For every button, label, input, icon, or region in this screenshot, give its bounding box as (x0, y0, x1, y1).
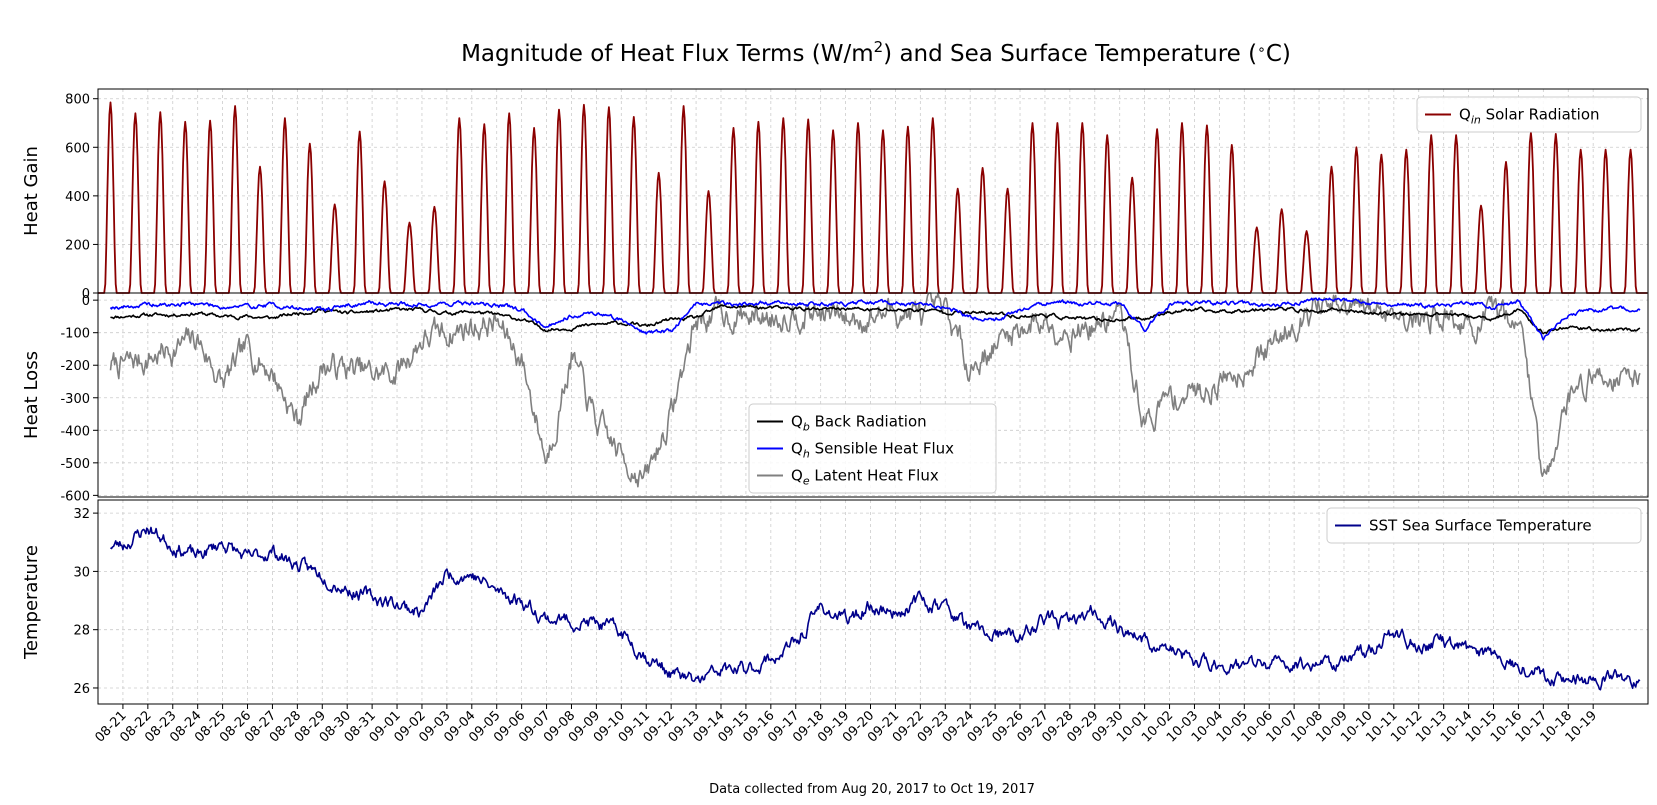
y-tick-label: -200 (60, 359, 90, 374)
panel-frame (97, 499, 1649, 705)
y-axis-label: Heat Loss (21, 351, 42, 439)
legend-label: Qh Sensible Heat Flux (791, 440, 954, 461)
legend-box (1416, 96, 1642, 133)
series-line-sea-surface-temperature (110, 526, 1641, 691)
y-tick-label: -600 (60, 489, 90, 504)
y-tick-label: 26 (73, 682, 90, 697)
y-tick-label: -300 (60, 392, 90, 407)
y-tick-label: 600 (65, 141, 90, 156)
legend-layer: Qin Solar Radiation Qb Back Radiation Qh S… (748, 96, 1642, 544)
y-tick-label: 30 (73, 565, 90, 580)
legend-label: Qin Solar Radiation (1459, 106, 1600, 127)
y-tick-label: 800 (65, 93, 90, 108)
y-tick-label: 200 (65, 238, 90, 253)
chart-title: Magnitude of Heat Flux Terms (W/m2) and … (461, 38, 1291, 67)
frame-layer (97, 88, 1649, 705)
y-tick-label: 28 (73, 624, 90, 639)
y-tick-label: 32 (73, 507, 90, 522)
y-axis-label: Heat Gain (21, 146, 42, 236)
series-line-back-radiation (110, 304, 1641, 335)
legend-label: SST Sea Surface Temperature (1369, 517, 1592, 535)
series-line-sensible-heat-flux (109, 297, 1641, 341)
y-tick-label: 400 (65, 190, 90, 205)
legend-label: Qb Back Radiation (791, 413, 927, 434)
legend-label: Qe Latent Heat Flux (791, 467, 939, 488)
legend-box (748, 403, 997, 494)
y-tick-label: 0 (82, 287, 90, 302)
series-line-latent-heat-flux (109, 292, 1641, 488)
y-axis-label: Temperature (21, 545, 42, 660)
y-tick-label: -500 (60, 457, 90, 472)
legend-box (1326, 507, 1642, 544)
grid-layer (98, 89, 1648, 704)
series-layer (98, 101, 1648, 691)
panel-frame (97, 292, 1649, 498)
y-tick-label: -400 (60, 424, 90, 439)
series-line-solar-radiation (98, 101, 1648, 294)
y-tick-label: -100 (60, 327, 90, 342)
footnote: Data collected from Aug 20, 2017 to Oct … (709, 782, 1035, 797)
y-tick-label: 0 (82, 294, 90, 309)
